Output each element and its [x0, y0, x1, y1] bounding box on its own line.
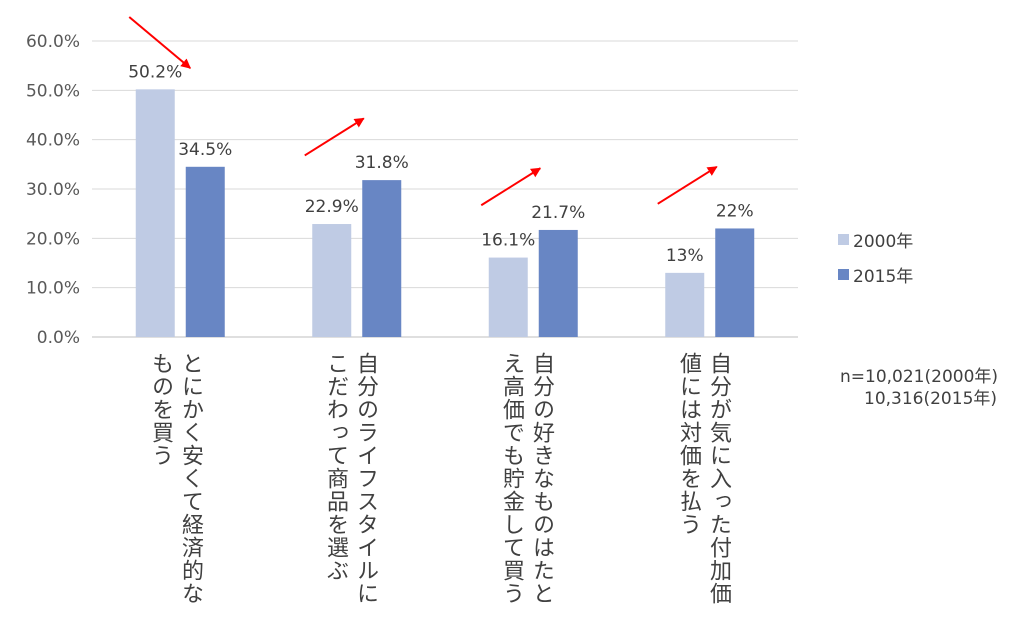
trend-arrow-2 [480, 167, 542, 207]
category-label-2: 自分の好きなものはたと え高価でも貯金して買う [499, 352, 554, 605]
y-tick-label-5: 50.0% [26, 81, 80, 101]
bar-2000-0 [135, 89, 175, 337]
data-label-2000-3: 13% [666, 246, 704, 266]
legend-item-2015: 2015年 [838, 262, 913, 287]
bar-2015-0 [185, 166, 225, 337]
legend-item-2000: 2000年 [838, 227, 913, 252]
y-tick-label-6: 60.0% [26, 32, 80, 52]
data-label-2000-1: 22.9% [305, 197, 359, 217]
legend-swatch-2000 [838, 234, 849, 245]
category-label-1: 自分のライフスタイルに こだわって商品を選ぶ [323, 352, 378, 605]
data-label-2015-2: 21.7% [531, 203, 585, 223]
trend-arrow-3 [657, 165, 718, 205]
data-label-2015-1: 31.8% [355, 153, 409, 173]
trend-arrow-1 [304, 117, 365, 157]
category-label-0: とにかく安くて経済的な ものを買う [148, 352, 203, 605]
y-tick-label-2: 20.0% [26, 229, 80, 249]
bar-2000-3 [665, 272, 705, 337]
y-tick-label-0: 0.0% [37, 328, 80, 348]
sample-size-2015: 10,316(2015年) [864, 389, 998, 409]
legend-label-2015: 2015年 [853, 267, 914, 287]
y-tick-label-4: 40.0% [26, 131, 80, 151]
legend-swatch-2015 [838, 269, 849, 280]
trend-arrow-0 [128, 16, 192, 69]
bar-2015-1 [362, 180, 402, 337]
data-label-2000-0: 50.2% [128, 62, 182, 82]
y-tick-label-1: 10.0% [26, 279, 80, 299]
bar-2000-1 [312, 224, 352, 337]
data-label-2000-2: 16.1% [481, 231, 535, 251]
sample-size-note: n=10,021(2000年) 10,316(2015年) [840, 366, 998, 410]
category-label-3: 自分が気に入った付加価 値には対価を払う [676, 352, 731, 605]
sample-size-2000: n=10,021(2000年) [840, 367, 999, 387]
data-label-2015-3: 22% [716, 201, 754, 221]
legend-label-2000: 2000年 [853, 232, 914, 252]
y-tick-label-3: 30.0% [26, 180, 80, 200]
bar-2015-2 [538, 229, 578, 337]
bar-2015-3 [715, 228, 755, 337]
bar-2000-2 [488, 257, 528, 337]
data-label-2015-0: 34.5% [178, 140, 232, 160]
